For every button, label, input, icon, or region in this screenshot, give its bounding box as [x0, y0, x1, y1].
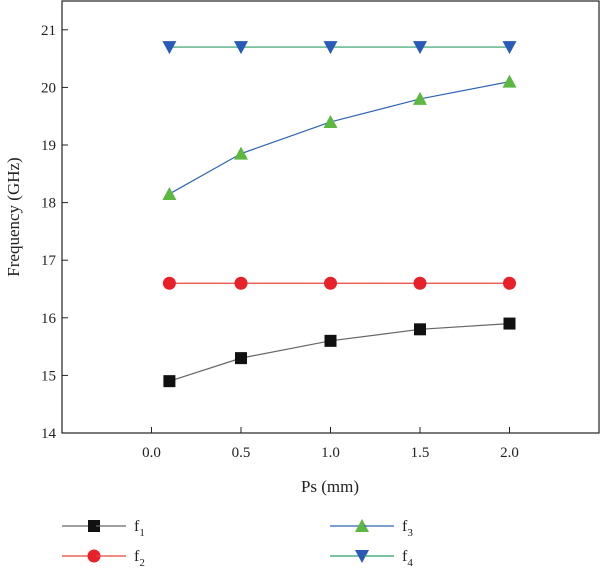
series-line-f1 — [169, 322, 510, 382]
y-tick-label: 20 — [41, 80, 56, 96]
legend-label: f3 — [402, 518, 413, 539]
data-point-f3 — [413, 91, 427, 105]
data-point-f4 — [502, 41, 517, 55]
legend-marker — [355, 550, 369, 563]
data-point-f1 — [235, 352, 247, 365]
y-tick-label: 14 — [41, 426, 57, 442]
legend-label: f4 — [402, 548, 413, 569]
x-tick-label: 1.5 — [411, 445, 430, 461]
x-tick-label: 0.0 — [142, 445, 161, 461]
legend-label: f2 — [134, 548, 145, 569]
data-point-f3 — [323, 114, 338, 128]
y-tick-label: 15 — [41, 368, 56, 384]
data-point-f4 — [413, 41, 427, 55]
x-axis-title: Ps (mm) — [301, 477, 359, 496]
data-point-f2 — [324, 276, 337, 290]
y-tick-label: 19 — [41, 138, 56, 154]
x-tick-label: 0.5 — [232, 445, 251, 461]
data-point-f1 — [163, 375, 176, 388]
legend-marker — [88, 520, 100, 532]
y-axis-title: Frequency (GHz) — [4, 157, 23, 276]
data-point-f3 — [502, 74, 517, 88]
data-point-f1 — [503, 317, 516, 330]
legend-marker — [355, 519, 369, 532]
data-point-f3 — [162, 186, 177, 200]
y-tick-label: 16 — [41, 311, 57, 327]
x-tick-label: 2.0 — [500, 445, 519, 461]
y-tick-label: 21 — [41, 23, 56, 39]
data-point-f1 — [414, 323, 426, 336]
x-tick-label: 1.0 — [321, 445, 340, 461]
data-point-f4 — [234, 41, 248, 55]
legend-marker — [87, 549, 101, 563]
data-point-f2 — [413, 276, 427, 290]
y-tick-label: 17 — [41, 253, 57, 269]
y-tick-label: 18 — [41, 196, 56, 212]
legend-label: f1 — [134, 518, 145, 539]
series-line-f3 — [169, 81, 510, 195]
data-point-f4 — [162, 41, 177, 55]
data-point-f1 — [324, 334, 337, 347]
data-point-f2 — [503, 276, 516, 290]
data-point-f4 — [323, 41, 338, 55]
plot-frame — [61, 0, 600, 434]
data-point-f3 — [234, 146, 248, 160]
data-point-f2 — [162, 276, 176, 290]
data-point-f2 — [234, 276, 248, 290]
